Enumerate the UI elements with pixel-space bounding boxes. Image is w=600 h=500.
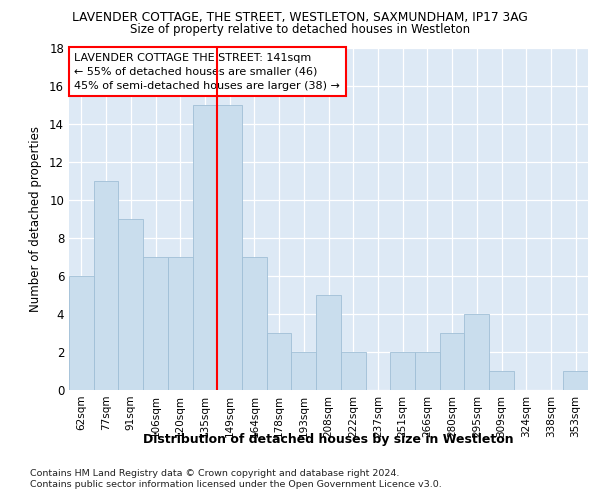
Text: Distribution of detached houses by size in Westleton: Distribution of detached houses by size … xyxy=(143,432,514,446)
Bar xyxy=(341,352,365,390)
Bar xyxy=(94,180,118,390)
Bar xyxy=(168,257,193,390)
Bar xyxy=(415,352,440,390)
Bar xyxy=(316,295,341,390)
Text: LAVENDER COTTAGE, THE STREET, WESTLETON, SAXMUNDHAM, IP17 3AG: LAVENDER COTTAGE, THE STREET, WESTLETON,… xyxy=(72,11,528,24)
Y-axis label: Number of detached properties: Number of detached properties xyxy=(29,126,42,312)
Bar xyxy=(143,257,168,390)
Bar xyxy=(390,352,415,390)
Bar xyxy=(242,257,267,390)
Bar xyxy=(118,219,143,390)
Text: Contains HM Land Registry data © Crown copyright and database right 2024.: Contains HM Land Registry data © Crown c… xyxy=(30,469,400,478)
Text: Size of property relative to detached houses in Westleton: Size of property relative to detached ho… xyxy=(130,22,470,36)
Bar xyxy=(563,371,588,390)
Bar xyxy=(292,352,316,390)
Bar xyxy=(193,104,217,390)
Bar xyxy=(69,276,94,390)
Text: Contains public sector information licensed under the Open Government Licence v3: Contains public sector information licen… xyxy=(30,480,442,489)
Bar xyxy=(489,371,514,390)
Text: LAVENDER COTTAGE THE STREET: 141sqm
← 55% of detached houses are smaller (46)
45: LAVENDER COTTAGE THE STREET: 141sqm ← 55… xyxy=(74,52,340,90)
Bar xyxy=(217,104,242,390)
Bar xyxy=(464,314,489,390)
Bar xyxy=(267,333,292,390)
Bar xyxy=(440,333,464,390)
